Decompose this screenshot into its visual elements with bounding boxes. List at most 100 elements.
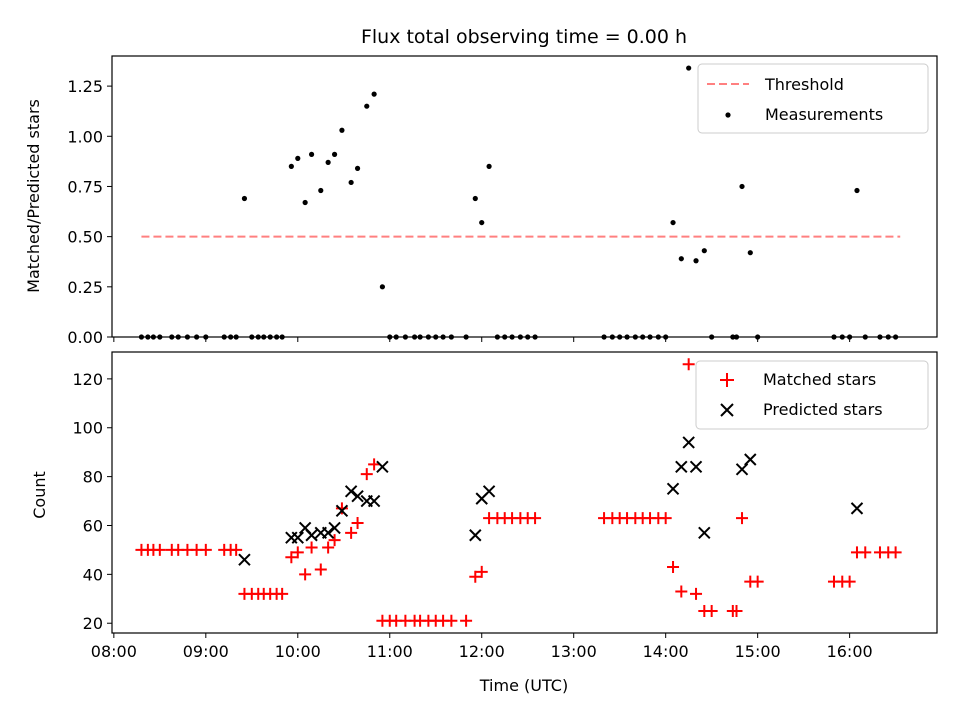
matched-star-point — [360, 468, 373, 481]
counts-y-tick-label: 60 — [83, 516, 103, 535]
predicted-star-point — [344, 485, 358, 498]
counts-legend: Matched stars Predicted stars — [695, 360, 929, 430]
matched-star-point — [659, 512, 672, 525]
predicted-star-point — [335, 504, 349, 518]
measurement-point — [670, 219, 676, 226]
predicted-star-point — [689, 460, 703, 474]
predicted-star-point — [744, 453, 757, 466]
measurement-point — [379, 284, 386, 290]
x-tick-label: 08:00 — [91, 642, 137, 661]
x-tick-label: 14:00 — [643, 642, 689, 661]
matched-star-point — [889, 546, 902, 559]
ratio-y-tick-label: 0.50 — [67, 228, 103, 247]
measurement-point — [318, 187, 324, 194]
ratio-y-tick-label: 0.25 — [67, 278, 103, 297]
measurement-point — [331, 151, 338, 157]
predicted-star-point — [291, 531, 304, 544]
predicted-star-point — [675, 460, 688, 474]
matched-star-point — [730, 605, 743, 618]
ratio-panel: Matched/Predicted stars 0.00 0.25 0.50 0.75… — [24, 55, 938, 347]
predicted-star-point — [482, 485, 496, 498]
predicted-star-point — [682, 436, 695, 449]
predicted-star-point — [698, 526, 711, 540]
x-tick-label: 13:00 — [551, 642, 597, 661]
measurement-point — [686, 65, 692, 71]
matched-star-point — [445, 614, 458, 627]
x-tick-label: 11:00 — [367, 642, 413, 661]
ratio-y-tick-label: 0.75 — [67, 177, 103, 196]
counts-y-tick-label: 120 — [72, 370, 103, 389]
matched-star-point — [859, 546, 872, 559]
counts-y-axis-label: Count — [30, 471, 49, 519]
x-axis-label: Time (UTC) — [479, 676, 568, 695]
ratio-y-axis-label: Matched/Predicted stars — [24, 99, 43, 293]
matched-star-point — [153, 543, 166, 556]
legend-predicted: Predicted stars — [763, 400, 883, 419]
counts-y-tick-label: 40 — [83, 565, 103, 584]
measurement-point — [486, 163, 492, 169]
matched-star-point — [335, 502, 348, 515]
measurement-point — [364, 103, 370, 109]
matched-star-point — [682, 358, 695, 371]
ratio-panel-frame — [111, 55, 938, 338]
predicted-star-point — [367, 494, 381, 508]
matched-star-point — [529, 512, 542, 525]
legend-measurements: Measurements — [765, 105, 883, 124]
counts-y-tick-label: 80 — [83, 468, 103, 487]
predicted-legend-swatch — [720, 403, 734, 417]
predicted-star-point — [321, 526, 335, 540]
counts-legend-box — [695, 360, 929, 430]
ratio-legend: Threshold Measurements — [697, 63, 929, 134]
predicted-star-point — [666, 482, 680, 496]
counts-y-tick-label: 100 — [72, 419, 103, 438]
matched-star-point — [305, 541, 318, 554]
x-tick-label: 15:00 — [735, 642, 781, 661]
ratio-y-tick-label: 1.25 — [67, 77, 103, 96]
measurement-point — [295, 155, 301, 161]
matched-star-point — [230, 543, 243, 556]
matched-star-point — [667, 561, 680, 574]
measurement-point — [302, 199, 308, 206]
matched-star-point — [368, 458, 381, 471]
matched-star-point — [469, 570, 482, 583]
measurement-point — [678, 256, 684, 262]
matched-star-point — [351, 517, 364, 530]
legend-matched: Matched stars — [763, 370, 876, 389]
matched-star-point — [705, 605, 718, 618]
matched-star-point — [475, 565, 488, 578]
matched-star-point — [328, 534, 341, 547]
legend-threshold: Threshold — [764, 75, 844, 94]
measurement-point — [693, 258, 699, 264]
matched-star-point — [199, 543, 212, 556]
chart-title: Flux total observing time = 0.00 h — [361, 26, 687, 48]
matched-legend-swatch — [720, 373, 734, 387]
counts-panel: Count 20 40 60 80 100 120 08:00 09:00 10:00 11:00… — [30, 351, 938, 695]
ratio-legend-box — [697, 63, 929, 134]
measurement-point — [479, 219, 485, 226]
measurement-point — [747, 250, 753, 256]
matched-star-point — [843, 575, 856, 588]
predicted-star-point — [328, 521, 341, 535]
measurement-point — [348, 179, 354, 186]
measurement-point — [472, 195, 478, 202]
counts-y-tick-label: 20 — [83, 614, 103, 633]
predicted-star-point — [238, 553, 251, 566]
measurement-point — [241, 195, 248, 202]
matched-star-point — [751, 575, 764, 588]
matched-star-point — [690, 587, 703, 600]
measurement-point — [371, 91, 377, 97]
measurement-point — [325, 159, 331, 165]
matched-star-point — [345, 526, 358, 539]
matched-star-point — [299, 568, 312, 581]
x-tick-label: 10:00 — [275, 642, 321, 661]
predicted-star-point — [305, 529, 318, 542]
ratio-y-tick-label: 1.00 — [67, 127, 103, 146]
matched-star-point — [460, 614, 473, 627]
measurement-point — [354, 165, 361, 171]
predicted-star-point — [469, 529, 482, 542]
measurements-legend-swatch — [725, 112, 731, 118]
matched-star-point — [285, 551, 298, 564]
matched-star-point — [276, 587, 289, 600]
measurement-point — [308, 151, 315, 157]
